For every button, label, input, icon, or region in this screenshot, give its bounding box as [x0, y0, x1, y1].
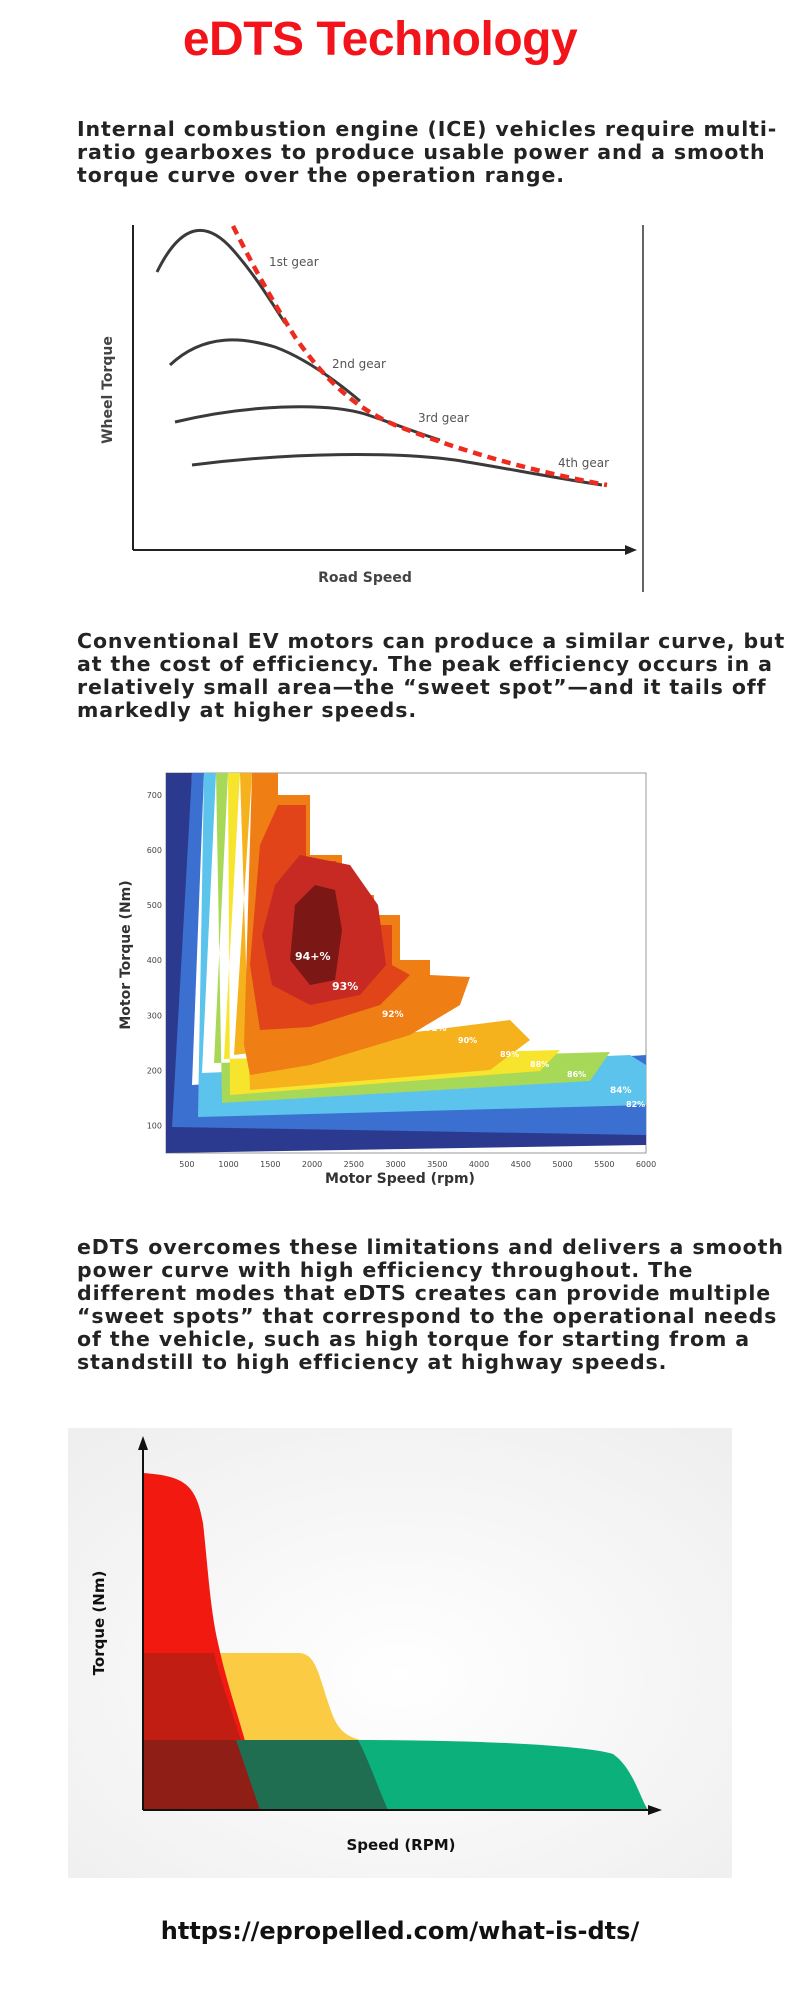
y-axis-label: Torque (Nm)	[90, 1571, 108, 1676]
curve-1st-gear	[155, 229, 287, 324]
overlap-torque-speed	[143, 1740, 260, 1810]
edts-paragraph: eDTS overcomes these limitations and del…	[77, 1235, 784, 1374]
curve-2nd-gear	[168, 338, 361, 403]
label-93: 93%	[332, 980, 358, 993]
x-tick-label: 5500	[594, 1160, 614, 1169]
y-tick-label: 400	[147, 956, 162, 965]
label-94: 94+%	[295, 950, 331, 963]
curve-4th-gear	[191, 453, 603, 487]
x-axis-arrow-icon	[648, 1805, 662, 1815]
efficiency-map-chart: 94+% 93% 92% 91% 90% 89% 88% 86% 84% 82%…	[118, 772, 656, 1187]
x-tick-label: 1500	[260, 1160, 280, 1169]
source-link[interactable]: https://epropelled.com/what-is-dts/	[160, 1917, 640, 1945]
label-82: 82%	[626, 1100, 645, 1109]
label-2nd-gear: 2nd gear	[332, 357, 386, 371]
label-89: 89%	[500, 1050, 519, 1059]
x-tick-label: 4500	[511, 1160, 531, 1169]
label-91: 91%	[425, 1024, 447, 1034]
x-tick-label: 1000	[218, 1160, 238, 1169]
x-axis-label: Speed (RPM)	[346, 1836, 455, 1854]
x-tick-label: 6000	[636, 1160, 656, 1169]
page-title: eDTS Technology	[182, 13, 578, 66]
x-axis-label: Motor Speed (rpm)	[325, 1171, 475, 1187]
y-tick-label: 500	[147, 901, 162, 910]
x-tick-label: 3500	[427, 1160, 447, 1169]
x-tick-label: 2000	[302, 1160, 322, 1169]
label-4th-gear: 4th gear	[558, 456, 609, 470]
label-90: 90%	[458, 1036, 477, 1045]
ice-gear-torque-chart: 1st gear 2nd gear 3rd gear 4th gear Road…	[100, 224, 644, 592]
x-axis-arrow-icon	[625, 545, 637, 555]
label-92: 92%	[382, 1010, 404, 1020]
x-tick-label: 4000	[469, 1160, 489, 1169]
label-3rd-gear: 3rd gear	[418, 411, 469, 425]
label-1st-gear: 1st gear	[269, 255, 319, 269]
y-tick-label: 100	[147, 1122, 162, 1131]
y-tick-label: 700	[147, 791, 162, 800]
x-tick-label: 3000	[385, 1160, 405, 1169]
y-axis-arrow-icon	[138, 1436, 148, 1450]
curve-3rd-gear	[174, 405, 441, 442]
x-tick-label: 500	[179, 1160, 194, 1169]
envelope-curve	[230, 224, 608, 488]
y-tick-label: 300	[147, 1011, 162, 1020]
ev-motor-paragraph: Conventional EV motors can produce a sim…	[77, 629, 786, 722]
y-axis-label: Wheel Torque	[100, 336, 116, 444]
label-88: 88%	[530, 1060, 549, 1069]
intro-paragraph: Internal combustion engine (ICE) vehicle…	[77, 117, 778, 187]
edts-modes-chart: Speed (RPM) Torque (Nm)	[68, 1428, 732, 1878]
label-84: 84%	[610, 1086, 632, 1096]
x-tick-label: 5000	[552, 1160, 572, 1169]
x-tick-label: 2500	[344, 1160, 364, 1169]
y-axis-label: Motor Torque (Nm)	[118, 880, 134, 1029]
y-tick-label: 200	[147, 1066, 162, 1075]
band-94	[290, 885, 342, 985]
label-86: 86%	[567, 1070, 586, 1079]
x-axis-label: Road Speed	[318, 570, 412, 586]
y-tick-label: 600	[147, 846, 162, 855]
overlap-mid-speed	[236, 1740, 388, 1810]
